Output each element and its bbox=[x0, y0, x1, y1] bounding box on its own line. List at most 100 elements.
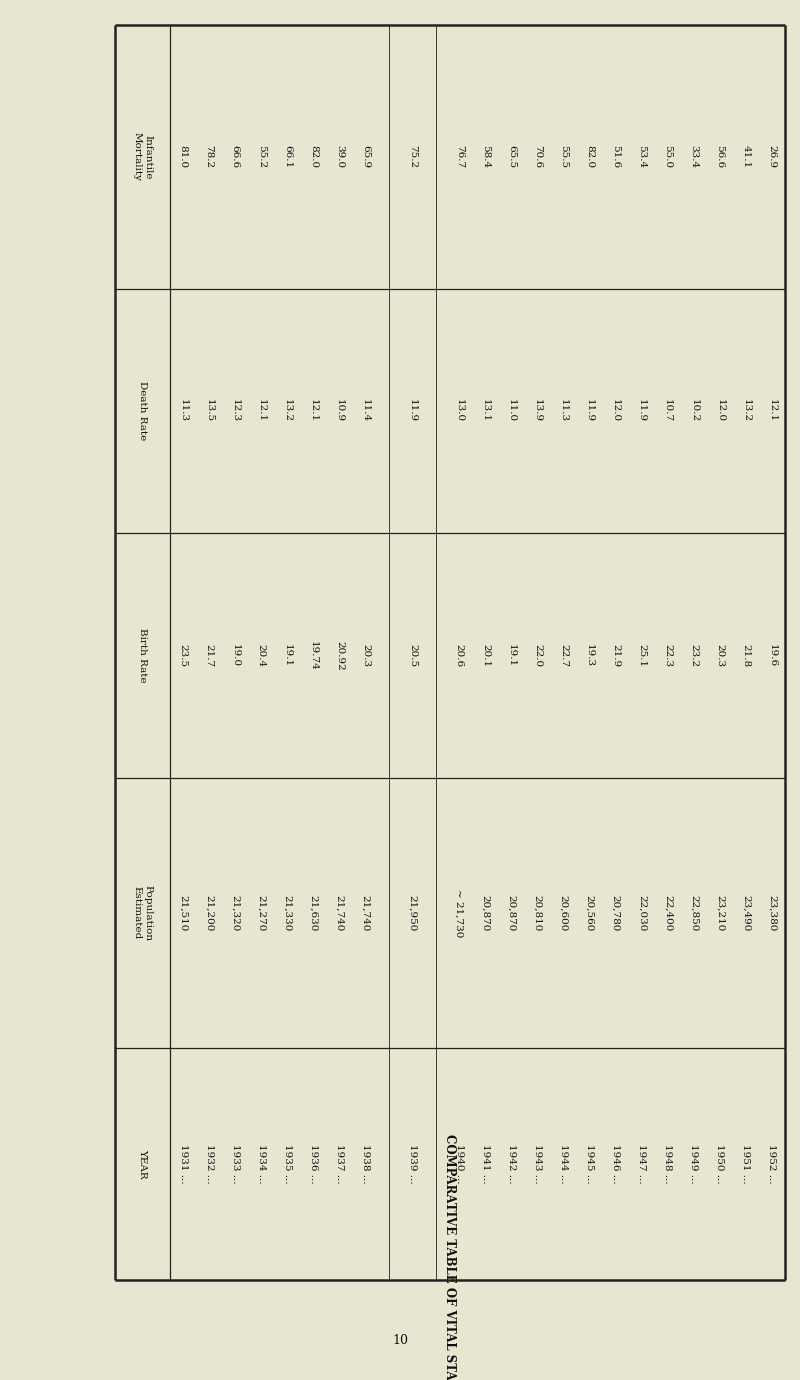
Text: 1944 ...: 1944 ... bbox=[559, 1144, 568, 1184]
Text: 58.4: 58.4 bbox=[481, 145, 490, 168]
Text: 21,330: 21,330 bbox=[282, 894, 292, 932]
Text: 82.0: 82.0 bbox=[309, 145, 318, 168]
Text: 12.1: 12.1 bbox=[767, 399, 777, 422]
Text: 13.2: 13.2 bbox=[282, 399, 292, 422]
Text: 1949 ...: 1949 ... bbox=[690, 1144, 698, 1184]
Text: 19.0: 19.0 bbox=[230, 644, 240, 667]
Text: 1952 ...: 1952 ... bbox=[767, 1144, 777, 1184]
Text: 1938 ...: 1938 ... bbox=[361, 1144, 370, 1184]
Text: 65.5: 65.5 bbox=[507, 145, 516, 168]
Text: 82.0: 82.0 bbox=[585, 145, 594, 168]
Text: 26.9: 26.9 bbox=[767, 145, 777, 168]
Text: 75.2: 75.2 bbox=[408, 145, 417, 168]
Text: 11.9: 11.9 bbox=[637, 399, 646, 422]
Text: 1947 ...: 1947 ... bbox=[637, 1144, 646, 1184]
Text: 20.6: 20.6 bbox=[454, 644, 464, 667]
Text: 11.0: 11.0 bbox=[507, 399, 516, 422]
Text: 20,780: 20,780 bbox=[611, 894, 620, 932]
Text: 20,810: 20,810 bbox=[533, 894, 542, 932]
Text: 1931 ...: 1931 ... bbox=[178, 1144, 187, 1184]
Text: 22,850: 22,850 bbox=[690, 894, 698, 932]
Text: 1950 ...: 1950 ... bbox=[715, 1144, 724, 1184]
Text: 23.2: 23.2 bbox=[690, 644, 698, 667]
Text: 1940 ...: 1940 ... bbox=[454, 1144, 464, 1184]
Text: 41.1: 41.1 bbox=[742, 145, 750, 168]
Text: 20.4: 20.4 bbox=[257, 644, 266, 667]
Text: 20.92: 20.92 bbox=[335, 640, 344, 671]
Text: 21,320: 21,320 bbox=[230, 894, 240, 932]
Text: 22.3: 22.3 bbox=[663, 644, 672, 667]
Text: 1945 ...: 1945 ... bbox=[585, 1144, 594, 1184]
Text: 66.1: 66.1 bbox=[282, 145, 292, 168]
Text: 66.6: 66.6 bbox=[230, 145, 240, 168]
Text: 20,870: 20,870 bbox=[481, 894, 490, 932]
Text: 19.1: 19.1 bbox=[507, 644, 516, 667]
Text: 12.1: 12.1 bbox=[257, 399, 266, 422]
Text: 1935 ...: 1935 ... bbox=[282, 1144, 292, 1184]
Text: 10.7: 10.7 bbox=[663, 399, 672, 422]
Text: 13.0: 13.0 bbox=[454, 399, 464, 422]
Text: 21,740: 21,740 bbox=[361, 894, 370, 932]
Text: 13.2: 13.2 bbox=[742, 399, 750, 422]
Text: 23.5: 23.5 bbox=[178, 644, 187, 667]
Text: 20.3: 20.3 bbox=[715, 644, 724, 667]
Text: YEAR: YEAR bbox=[138, 1150, 147, 1179]
Text: 76.7: 76.7 bbox=[454, 145, 464, 168]
Text: 12.0: 12.0 bbox=[611, 399, 620, 422]
Text: 1941 ...: 1941 ... bbox=[481, 1144, 490, 1184]
Text: 13.1: 13.1 bbox=[481, 399, 490, 422]
Text: 21,950: 21,950 bbox=[408, 894, 417, 932]
Text: 19.6: 19.6 bbox=[767, 644, 777, 667]
Text: 21.7: 21.7 bbox=[205, 644, 214, 667]
Text: 10: 10 bbox=[392, 1333, 408, 1347]
Text: 1951 ...: 1951 ... bbox=[742, 1144, 750, 1184]
Text: 13.9: 13.9 bbox=[533, 399, 542, 422]
Text: 20,870: 20,870 bbox=[507, 894, 516, 932]
Text: 11.3: 11.3 bbox=[178, 399, 187, 422]
Text: 20,560: 20,560 bbox=[585, 894, 594, 932]
Text: 19.1: 19.1 bbox=[282, 644, 292, 667]
Text: 21,200: 21,200 bbox=[205, 894, 214, 932]
Text: 21.9: 21.9 bbox=[611, 644, 620, 667]
Text: 23,490: 23,490 bbox=[742, 894, 750, 932]
Text: 56.6: 56.6 bbox=[715, 145, 724, 168]
Text: 19.74: 19.74 bbox=[309, 640, 318, 671]
Text: 1948 ...: 1948 ... bbox=[663, 1144, 672, 1184]
Text: COMPARATIVE TABLE OF VITAL STATISTICS, 1931-1952.: COMPARATIVE TABLE OF VITAL STATISTICS, 1… bbox=[443, 1134, 457, 1380]
Text: 22,400: 22,400 bbox=[663, 894, 672, 932]
Text: 1943 ...: 1943 ... bbox=[533, 1144, 542, 1184]
Text: 39.0: 39.0 bbox=[335, 145, 344, 168]
Text: 20.5: 20.5 bbox=[408, 644, 417, 667]
Text: 55.5: 55.5 bbox=[559, 145, 568, 168]
Text: Infantile
Mortality: Infantile Mortality bbox=[133, 132, 152, 181]
Text: 1946 ...: 1946 ... bbox=[611, 1144, 620, 1184]
Text: 20,600: 20,600 bbox=[559, 894, 568, 932]
Text: 21,630: 21,630 bbox=[309, 894, 318, 932]
Text: 1937 ...: 1937 ... bbox=[335, 1144, 344, 1184]
Text: 53.4: 53.4 bbox=[637, 145, 646, 168]
Text: Death Rate: Death Rate bbox=[138, 381, 147, 440]
Text: 33.4: 33.4 bbox=[690, 145, 698, 168]
Text: 55.2: 55.2 bbox=[257, 145, 266, 168]
Text: 12.1: 12.1 bbox=[309, 399, 318, 422]
Text: 12.3: 12.3 bbox=[230, 399, 240, 422]
Text: 21.8: 21.8 bbox=[742, 644, 750, 667]
Text: 21,740: 21,740 bbox=[335, 894, 344, 932]
Text: 1934 ...: 1934 ... bbox=[257, 1144, 266, 1184]
Text: 78.2: 78.2 bbox=[205, 145, 214, 168]
Text: ~ 21,730: ~ 21,730 bbox=[454, 889, 464, 937]
Text: 10.9: 10.9 bbox=[335, 399, 344, 422]
Text: 70.6: 70.6 bbox=[533, 145, 542, 168]
Text: 65.9: 65.9 bbox=[361, 145, 370, 168]
Text: 1942 ...: 1942 ... bbox=[507, 1144, 516, 1184]
Text: 19.3: 19.3 bbox=[585, 644, 594, 667]
Text: 51.6: 51.6 bbox=[611, 145, 620, 168]
Text: 25.1: 25.1 bbox=[637, 644, 646, 667]
Text: 22.0: 22.0 bbox=[533, 644, 542, 667]
Text: 20.1: 20.1 bbox=[481, 644, 490, 667]
Text: 81.0: 81.0 bbox=[178, 145, 187, 168]
Text: 1939 ...: 1939 ... bbox=[408, 1144, 417, 1184]
Text: 23,380: 23,380 bbox=[767, 894, 777, 932]
Text: 55.0: 55.0 bbox=[663, 145, 672, 168]
Text: 22,030: 22,030 bbox=[637, 894, 646, 932]
